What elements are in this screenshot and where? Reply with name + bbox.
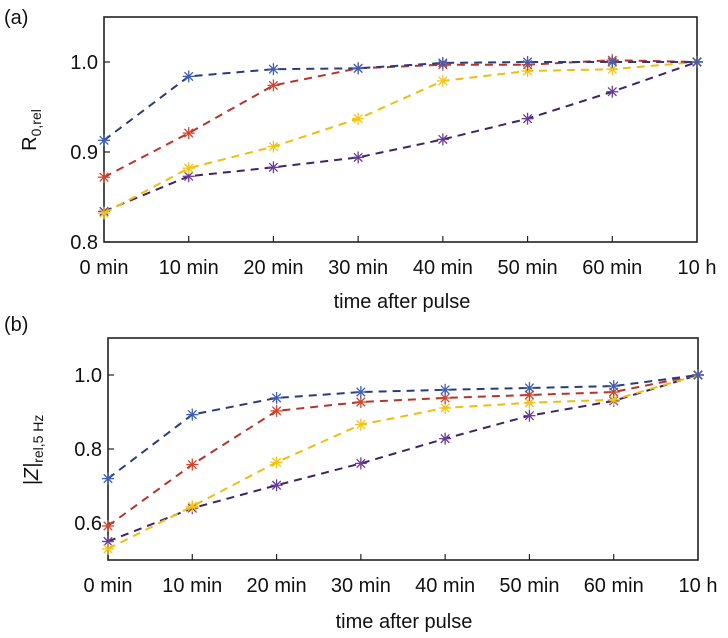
panel-a-series-4-point (267, 161, 280, 174)
panel-a-series-3-point (267, 140, 280, 153)
panel-a-y-title-sub: 0,rel (28, 109, 44, 136)
panel-a-series-1-point (267, 63, 280, 76)
panel-a-y-axis-title: R0,rel (19, 109, 44, 151)
panel-b-x-tick-label: 10 h (679, 575, 718, 597)
panel-a-x-tick-label: 30 min (328, 257, 388, 279)
panel-a-x-tick-label: 10 min (159, 257, 219, 279)
panel-b-series-1 (102, 369, 704, 485)
panel-b-y-tick-label: 0.8 (74, 439, 102, 461)
panel-b-y-tick-label: 0.6 (74, 513, 102, 535)
panel-a-series-2-point (98, 171, 110, 184)
panel-b-series-2-point (102, 519, 114, 532)
panel-b-series-1-point (439, 383, 452, 396)
panel-a-series-1-point (606, 56, 619, 68)
panel-a-label: (a) (4, 7, 28, 29)
panel-b-series-1-point (607, 380, 620, 393)
panel-a-series-4-point (436, 133, 449, 146)
panel-b-series-3-point (354, 418, 367, 431)
panel-a-series-1-line (103, 61, 697, 142)
panel-b-y-title-sub: rel,5 Hz (30, 415, 46, 463)
panel-b-x-tick-label: 60 min (584, 575, 644, 597)
panel-b-series-4-point (354, 457, 367, 470)
panel-a-series-4-line (103, 61, 698, 213)
panel-b: (b) |Z|rel,5 Hz time after pulse 0.6 0.8 1… (4, 314, 717, 633)
panel-b-y-title-main: |Z| (21, 463, 43, 486)
panel-b-series-3-point (102, 542, 114, 555)
panel-b-series-2-point (270, 404, 283, 417)
panel-a-series-1-point (521, 56, 534, 68)
panel-a-series-4-point (521, 112, 534, 125)
panel-b-series-1-point (186, 408, 199, 421)
panel-b-x-tick-label: 30 min (331, 575, 391, 597)
panel-b-x-tick-label: 40 min (415, 575, 475, 597)
panel-b-series-1-point (523, 381, 536, 394)
panel-b-series-1-point (692, 369, 704, 381)
svg-text:R0,rel: R0,rel (19, 109, 44, 151)
panel-a: (a) R0,rel time after pulse 0.8 0.9 1.0 0 m… (4, 7, 716, 313)
panel-a-series-3-point (352, 112, 365, 125)
panel-a-series-1-point (98, 134, 110, 147)
panel-a-series-3-point (182, 162, 195, 175)
panel-a-y-tick-label: 1.0 (70, 52, 98, 74)
panel-a-x-tick-label: 40 min (413, 257, 473, 279)
panel-b-x-tick-label: 10 min (162, 575, 222, 597)
panel-b-x-tick-label: 0 min (84, 575, 133, 597)
panel-b-y-axis-title: |Z|rel,5 Hz (21, 415, 46, 486)
panel-b-series-3-point (439, 401, 452, 414)
panel-a-series-3-point (436, 74, 449, 87)
svg-text:|Z|rel,5 Hz: |Z|rel,5 Hz (21, 415, 46, 486)
panel-a-series-1-point (352, 62, 365, 75)
panel-a-x-axis-title: time after pulse (334, 291, 471, 313)
panel-b-x-tick-label: 20 min (247, 575, 307, 597)
panel-a-series-4-point (606, 85, 619, 98)
panel-a-series-3-point (98, 207, 110, 220)
panel-b-plot-frame (107, 337, 699, 561)
panel-b-series-1-point (270, 391, 283, 404)
panel-a-series-2-point (182, 127, 195, 140)
panel-b-series-1-point (102, 472, 114, 485)
panel-b-series-3-point (186, 500, 199, 513)
panel-a-series-2-line (103, 59, 698, 179)
panel-a-series-4-point (182, 170, 195, 183)
panel-a-x-tick-label: 0 min (80, 257, 129, 279)
panel-b-x-tick-label: 50 min (499, 575, 559, 597)
panel-a-x-tick-label: 50 min (498, 257, 558, 279)
panel-a-x-tick-label: 20 min (243, 257, 303, 279)
panel-a-y-title-main: R (19, 136, 41, 150)
panel-b-y-tick-label: 1.0 (74, 365, 102, 387)
panel-a-series-2-point (267, 79, 280, 92)
panel-a-series-1-point (691, 56, 703, 68)
panel-a-series-4-point (352, 151, 365, 164)
panel-a-y-tick-label: 0.8 (70, 232, 98, 254)
panel-a-y-tick-label: 0.9 (70, 142, 98, 164)
panel-b-x-axis-title: time after pulse (336, 611, 473, 633)
panel-b-series-4-point (523, 409, 536, 422)
panel-a-series-1-point (182, 70, 195, 83)
panel-b-series-3-line (107, 374, 699, 550)
panel-a-x-tick-label: 10 h (678, 257, 717, 279)
panel-b-series-4-point (439, 432, 452, 445)
panel-b-series-4-point (270, 479, 283, 492)
panel-b-series-3-point (270, 456, 283, 469)
panel-a-x-tick-label: 60 min (582, 257, 642, 279)
panel-a-series-1-point (436, 56, 449, 69)
panel-a-series-1 (98, 56, 703, 147)
panel-b-series-4-line (107, 374, 699, 543)
panel-b-series-1-point (354, 386, 367, 399)
panel-b-label: (b) (4, 314, 28, 336)
panel-b-series-1-line (107, 374, 699, 480)
panel-b-series-2-point (186, 458, 199, 471)
panel-a-series-3-line (103, 61, 698, 215)
panel-a-plot-frame (103, 16, 698, 243)
